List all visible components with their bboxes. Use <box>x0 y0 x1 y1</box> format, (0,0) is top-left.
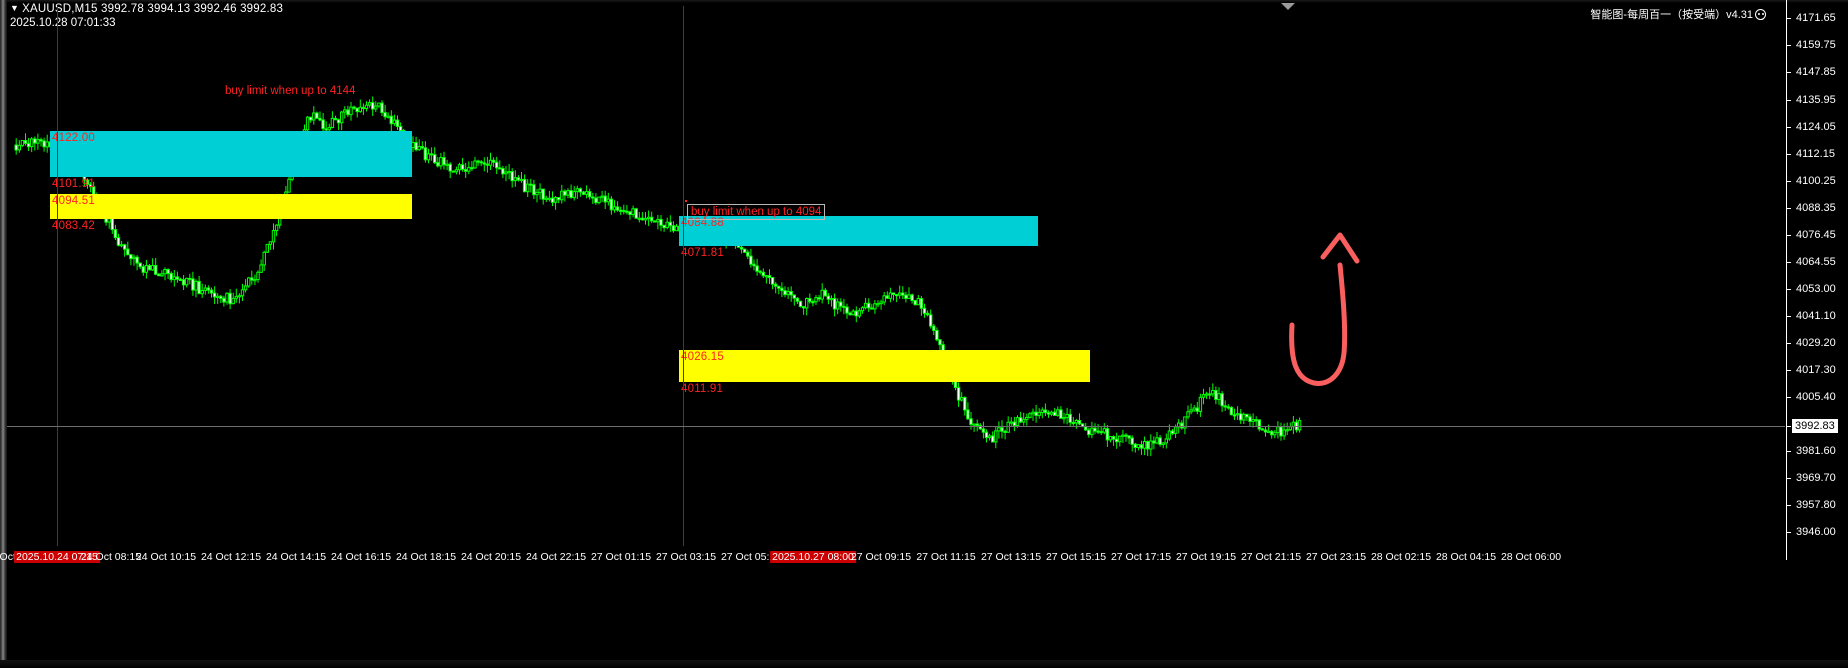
price-tick-mark <box>1787 153 1791 155</box>
price-tick-label: 4017.30 <box>1796 363 1836 376</box>
price-tick-mark <box>1787 342 1791 344</box>
time-tick-label: 24 Oct 08:15 <box>80 551 142 563</box>
time-tick-label: 27 Oct 03:15 <box>655 551 717 563</box>
note-buy-limit-4094-anchor-dot <box>685 200 687 202</box>
supply-zone-upper[interactable] <box>50 131 412 178</box>
price-tick-mark <box>1787 99 1791 101</box>
time-tick-label: 27 Oct 15:15 <box>1045 551 1107 563</box>
time-tick-label: 28 Oct 06:00 <box>1500 551 1562 563</box>
current-price-tag: 3992.83 <box>1792 418 1838 433</box>
demand-zone-upper[interactable] <box>50 193 412 220</box>
price-tick-mark <box>1787 180 1791 182</box>
note-buy-limit-4094[interactable]: buy limit when up to 4094 <box>687 204 826 220</box>
time-tick-label: 24 Oct 14:15 <box>265 551 327 563</box>
supply-zone-lower[interactable] <box>679 215 1038 246</box>
price-tick-mark <box>1787 369 1791 371</box>
time-tick-label: 24 Oct 12:15 <box>200 551 262 563</box>
time-tick-label: 27 Oct 09:15 <box>850 551 912 563</box>
time-tick-label: 24 Oct 16:15 <box>330 551 392 563</box>
session-marker-1[interactable] <box>57 6 58 546</box>
price-tick-label: 4135.95 <box>1796 93 1836 106</box>
session-marker-2[interactable] <box>683 6 684 546</box>
time-tick-label: 27 Oct 21:15 <box>1240 551 1302 563</box>
supply-zone-upper-top-price: 4122.00 <box>52 132 95 145</box>
price-tick-mark <box>1787 126 1791 128</box>
price-tick-mark <box>1787 207 1791 209</box>
demand-zone-upper-top-price: 4094.51 <box>52 194 95 207</box>
chart-datetime: 2025.10.28 07:01:33 <box>10 17 116 29</box>
time-tick-label: 27 Oct 11:15 <box>916 551 976 563</box>
price-tick-mark <box>1787 288 1791 290</box>
price-tick-label: 4041.10 <box>1796 309 1836 322</box>
face-icon <box>1755 9 1766 20</box>
time-tick-label: 27 Oct 19:15 <box>1175 551 1237 563</box>
price-tick-mark <box>1787 262 1791 264</box>
price-tick-label: 4171.65 <box>1796 12 1836 25</box>
price-tick-mark <box>1787 235 1791 237</box>
demand-zone-upper-bottom-price: 4083.42 <box>52 220 95 233</box>
symbol-ohlc-text: XAUUSD,M15 3992.78 3994.13 3992.46 3992.… <box>22 3 284 15</box>
demand-zone-lower-bottom-price: 4011.91 <box>681 383 724 396</box>
price-tick-label: 4029.20 <box>1796 336 1836 349</box>
price-axis[interactable]: 4171.65 4159.75 4147.85 4135.95 4124.05 4112.… <box>1786 0 1848 668</box>
price-tick-mark <box>1787 425 1791 427</box>
current-price-line <box>7 425 1785 427</box>
price-tick-label: 4159.75 <box>1796 39 1836 52</box>
time-tick-label: 24 Oct 10:15 <box>135 551 197 563</box>
time-tick-label-highlighted: 2025.10.27 08:00 <box>770 551 856 563</box>
price-tick-label: 4147.85 <box>1796 66 1836 79</box>
price-tick-mark <box>1787 45 1791 47</box>
time-tick-label: 24 Oct 20:15 <box>460 551 522 563</box>
price-tick-mark <box>1787 396 1791 398</box>
price-tick-label: 3957.80 <box>1796 499 1836 512</box>
price-tick-label: 4053.00 <box>1796 282 1836 295</box>
window-top-border <box>0 0 1848 3</box>
price-tick-label: 4064.55 <box>1796 256 1836 269</box>
demand-zone-lower[interactable] <box>679 349 1090 383</box>
chart-plot-area[interactable]: 4122.00 4101.91 4094.51 4083.42 4084.88 4071.… <box>7 6 1785 546</box>
note-buy-limit-4144[interactable]: buy limit when up to 4144 <box>225 85 356 97</box>
price-tick-label: 4124.05 <box>1796 120 1836 133</box>
time-tick-label-highlighted: 2025.10.24 07:15 <box>14 551 100 563</box>
price-tick-mark <box>1787 451 1791 453</box>
price-tick-mark <box>1787 532 1791 534</box>
time-tick-label: 27 Oct 23:15 <box>1305 551 1367 563</box>
chart-top-caret-icon[interactable] <box>1281 3 1295 10</box>
price-tick-mark <box>1787 18 1791 20</box>
price-tick-mark <box>1787 505 1791 507</box>
price-tick-label: 4112.15 <box>1796 147 1835 160</box>
indicator-brand-label: 智能图-每周百一（按受端）v4.31 <box>1590 6 1766 22</box>
time-tick-label: 27 Oct 17:15 <box>1110 551 1172 563</box>
time-tick-label: 24 Oct 18:15 <box>395 551 457 563</box>
price-tick-mark <box>1787 478 1791 480</box>
supply-zone-upper-bottom-price: 4101.91 <box>52 178 95 191</box>
price-tick-label: 4088.35 <box>1796 201 1836 214</box>
price-axis-separator <box>1786 0 1787 560</box>
time-tick-label: 28 Oct 04:15 <box>1435 551 1497 563</box>
left-scroll-gutter[interactable] <box>0 0 7 668</box>
time-tick-label: 27 Oct 13:15 <box>980 551 1042 563</box>
caret-down-icon[interactable]: ▼ <box>10 3 20 13</box>
supply-zone-lower-bottom-price: 4071.81 <box>681 246 724 259</box>
price-tick-label: 4005.40 <box>1796 390 1836 403</box>
time-tick-label: 28 Oct 02:15 <box>1370 551 1432 563</box>
time-tick-label: 27 Oct 01:15 <box>590 551 652 563</box>
symbol-info-line: ▼ XAUUSD,M15 3992.78 3994.13 3992.46 3992… <box>10 3 283 15</box>
price-tick-label: 3946.00 <box>1796 526 1836 539</box>
time-tick-label: 24 Oct 22:15 <box>525 551 587 563</box>
window-bottom-border <box>0 660 1848 668</box>
price-tick-label: 4076.45 <box>1796 229 1836 242</box>
price-tick-mark <box>1787 315 1791 317</box>
time-tick-label: 27 Oct 05:15 <box>720 551 782 563</box>
price-tick-label: 3981.60 <box>1796 445 1836 458</box>
price-tick-label: 4100.25 <box>1796 174 1836 187</box>
price-tick-label: 3969.70 <box>1796 472 1836 485</box>
demand-zone-lower-top-price: 4026.15 <box>681 350 724 363</box>
brand-text: 智能图-每周百一（按受端）v4.31 <box>1590 9 1753 21</box>
price-tick-mark <box>1787 72 1791 74</box>
hand-drawn-arrow <box>1289 232 1360 386</box>
